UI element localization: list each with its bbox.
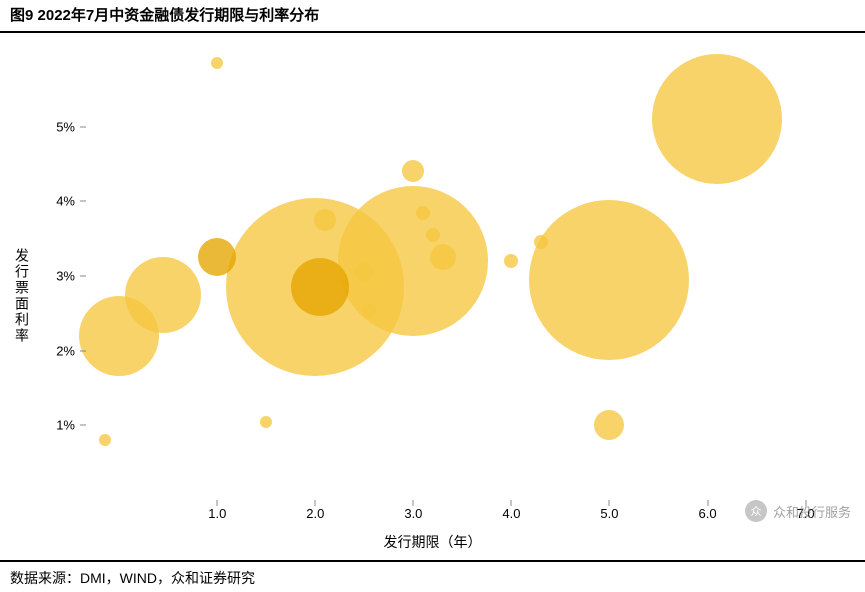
bubble [99, 434, 111, 446]
bubble [594, 410, 624, 440]
x-tick-mark [609, 500, 610, 506]
bubble [416, 206, 430, 220]
y-tick-label: 5% [35, 119, 75, 134]
x-tick-label: 6.0 [698, 506, 716, 521]
x-tick-label: 3.0 [404, 506, 422, 521]
x-tick-label: 1.0 [208, 506, 226, 521]
y-tick-mark [80, 276, 86, 277]
x-tick-mark [707, 500, 708, 506]
chart-title: 图9 2022年7月中资金融债发行期限与利率分布 [0, 0, 865, 33]
x-tick-label: 4.0 [502, 506, 520, 521]
bubble [355, 263, 373, 281]
bubble [426, 228, 440, 242]
watermark-icon: 众 [745, 500, 767, 522]
y-tick-label: 2% [35, 343, 75, 358]
bubble [504, 254, 518, 268]
bubble [260, 416, 272, 428]
bubble [125, 257, 201, 333]
x-tick-label: 5.0 [600, 506, 618, 521]
x-tick-mark [511, 500, 512, 506]
chart-footer: 数据来源：DMI，WIND，众和证券研究 [0, 560, 865, 592]
y-tick-mark [80, 201, 86, 202]
bubble [362, 303, 376, 317]
bubble [211, 57, 223, 69]
x-tick-mark [315, 500, 316, 506]
bubble [534, 235, 548, 249]
bubble [402, 160, 424, 182]
y-tick-label: 3% [35, 269, 75, 284]
x-tick-mark [217, 500, 218, 506]
y-tick-mark [80, 126, 86, 127]
bubble [652, 54, 782, 184]
plot-region: 1.02.03.04.05.06.07.0 [80, 52, 835, 500]
watermark: 众 众和投行服务 [745, 500, 851, 522]
x-tick-label: 2.0 [306, 506, 324, 521]
watermark-text: 众和投行服务 [773, 502, 851, 521]
y-tick-label: 4% [35, 194, 75, 209]
bubble [430, 244, 456, 270]
x-axis-title: 发行期限（年） [384, 532, 482, 552]
y-tick-label: 1% [35, 418, 75, 433]
y-axis-title: 发行票面利率 [12, 248, 32, 344]
chart-area: 发行票面利率 1.02.03.04.05.06.07.0 发行期限（年） 众 众… [0, 32, 865, 560]
y-tick-mark [80, 425, 86, 426]
bubble [314, 209, 336, 231]
bubble [529, 200, 689, 360]
bubble [338, 186, 488, 336]
bubble [198, 238, 236, 276]
y-tick-mark [80, 350, 86, 351]
bubble [291, 258, 349, 316]
x-tick-mark [413, 500, 414, 506]
